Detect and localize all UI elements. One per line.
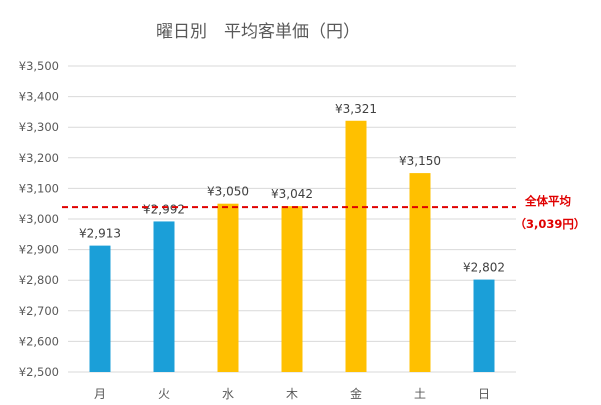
y-tick-label: ¥2,500 [19,365,59,379]
data-labels: ¥2,913 ¥2,992 ¥3,050 ¥3,042 ¥3,321 ¥3,150 ¥2,8… [79,102,505,275]
data-label: ¥2,802 [463,261,505,275]
x-category-label: 木 [286,387,298,401]
bars [89,120,495,372]
y-axis-ticks: ¥2,500 ¥2,600 ¥2,700 ¥2,800 ¥2,900 ¥3,000 ¥3,1… [19,59,59,379]
y-tick-label: ¥2,600 [19,334,59,348]
x-category-label: 水 [222,387,234,401]
chart-title: 曜日別 平均客単価（円） [156,22,360,42]
y-tick-label: ¥2,700 [19,304,59,318]
y-tick-label: ¥3,400 [19,90,59,104]
average-reference: 全体平均 （3,039円） [62,194,585,231]
data-label: ¥2,913 [79,227,121,241]
bar [473,279,495,372]
y-tick-label: ¥3,100 [19,181,59,195]
y-tick-label: ¥3,000 [19,212,59,226]
x-category-label: 金 [350,386,362,401]
data-label: ¥3,050 [207,185,249,199]
average-label-line1: 全体平均 [524,194,571,208]
data-label: ¥3,042 [271,187,313,201]
bar [217,203,239,372]
average-label-line2: （3,039円） [515,217,586,231]
data-label: ¥3,321 [335,102,377,116]
y-tick-label: ¥2,900 [19,243,59,257]
y-tick-label: ¥3,300 [19,120,59,134]
x-category-label: 火 [158,387,170,401]
x-category-label: 日 [478,387,490,401]
x-axis-categories: 月火水木金土日 [94,386,490,401]
data-label: ¥3,150 [399,154,441,168]
x-category-label: 土 [414,387,426,401]
bar [281,206,303,372]
data-label: ¥2,992 [143,202,185,216]
y-tick-label: ¥2,800 [19,273,59,287]
bar [409,173,431,372]
y-tick-label: ¥3,500 [19,59,59,73]
bar [153,221,175,372]
x-category-label: 月 [94,387,106,401]
y-tick-label: ¥3,200 [19,151,59,165]
bar [89,245,111,372]
bar [345,120,367,372]
